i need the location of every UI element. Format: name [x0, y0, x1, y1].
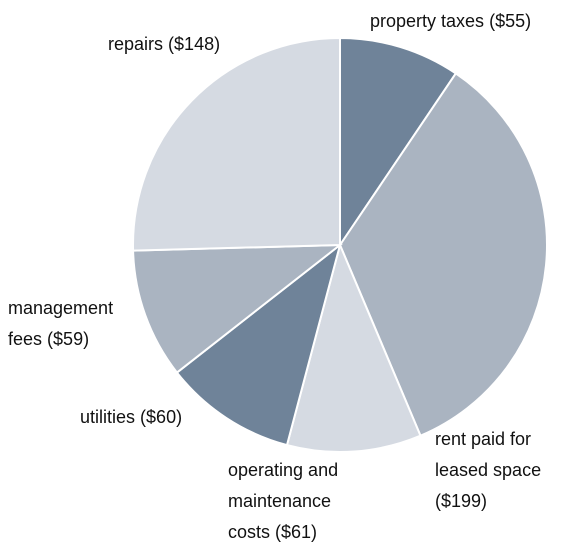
slice-label: utilities ($60)	[80, 402, 182, 433]
value-label: ($61)	[275, 522, 318, 542]
pie-slice	[132, 36, 341, 252]
slice-label: operating and maintenance costs ($61)	[228, 455, 360, 548]
category-name: utilities	[80, 407, 136, 427]
category-name: management fees	[8, 298, 114, 349]
value-label: ($60)	[140, 407, 183, 427]
slice-label: property taxes ($55)	[370, 6, 531, 37]
pie-slice	[175, 242, 342, 447]
value-label: ($59)	[47, 329, 90, 349]
slice-label: rent paid for leased space ($199)	[435, 424, 555, 517]
slice-label: repairs ($148)	[108, 29, 220, 60]
pie-slice	[132, 243, 344, 374]
slice-label: management fees ($59)	[8, 293, 136, 355]
pie-slice	[339, 36, 458, 249]
value-label: ($148)	[168, 34, 221, 54]
pie-slice	[285, 241, 422, 453]
category-name: operating and maintenance costs	[228, 460, 339, 542]
category-name: property taxes	[370, 11, 485, 31]
value-label: ($199)	[435, 491, 488, 511]
category-name: rent paid for leased space	[435, 429, 542, 480]
category-name: repairs	[108, 34, 164, 54]
pie-slice	[338, 72, 548, 438]
value-label: ($55)	[489, 11, 532, 31]
